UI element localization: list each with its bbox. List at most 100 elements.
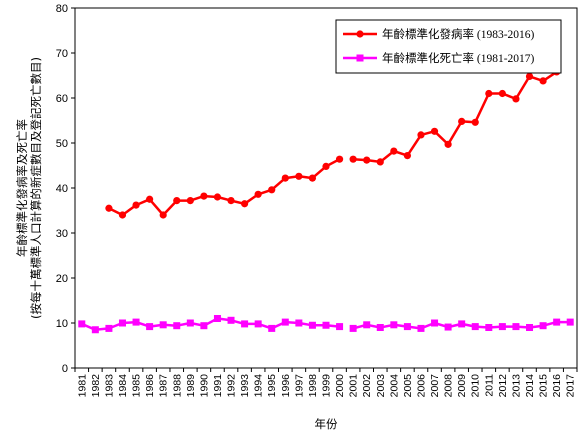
data-point	[146, 323, 154, 331]
data-point	[539, 77, 547, 85]
data-point	[227, 316, 235, 324]
legend-marker-mortality	[356, 54, 364, 62]
data-point	[512, 323, 520, 331]
x-tick-label: 1989	[185, 374, 197, 398]
legend: 年齡標準化發病率 (1983-2016) 年齡標準化死亡率 (1981-2017…	[335, 19, 562, 74]
x-tick-label: 2010	[470, 374, 482, 398]
data-point	[268, 186, 276, 194]
data-point	[444, 140, 452, 148]
x-tick-label: 1996	[280, 374, 292, 398]
data-point	[118, 319, 126, 327]
y-axis-title-line-2: (按每十萬標準人口計算的新症數目及登記死亡數目)	[29, 57, 43, 319]
data-point	[349, 324, 357, 332]
x-tick-label: 1997	[293, 374, 305, 398]
data-point	[498, 89, 506, 98]
x-tick-label: 2009	[456, 374, 468, 398]
x-tick-label: 2017	[565, 374, 577, 398]
data-point	[444, 323, 452, 331]
data-point	[335, 155, 344, 163]
data-point	[132, 318, 140, 326]
data-point	[430, 127, 439, 135]
x-tick-label: 1983	[103, 374, 115, 398]
data-point	[132, 201, 140, 209]
x-tick-label: 1985	[131, 374, 143, 398]
legend-box	[335, 19, 562, 74]
legend-label-mortality: 年齡標準化死亡率 (1981-2017)	[382, 51, 535, 65]
data-point	[105, 204, 113, 212]
x-tick-label: 1995	[266, 374, 278, 398]
x-tick-label: 2004	[388, 374, 400, 398]
data-point	[159, 321, 167, 329]
x-tick-label: 1991	[212, 374, 224, 398]
x-tick-label: 1994	[253, 374, 265, 398]
data-point	[349, 155, 357, 163]
data-point	[471, 323, 479, 331]
data-point	[146, 195, 154, 203]
data-point	[254, 320, 262, 328]
data-point	[376, 158, 384, 166]
data-point	[376, 324, 384, 331]
y-tick-label: 40	[56, 183, 68, 195]
data-point	[186, 197, 194, 205]
data-point	[105, 324, 113, 332]
x-tick-label: 1981	[76, 374, 88, 398]
x-tick-label: 2005	[402, 374, 414, 398]
data-point	[186, 319, 194, 327]
y-tick-label: 0	[62, 363, 68, 375]
x-tick-label: 2003	[375, 374, 387, 398]
data-point	[91, 326, 99, 334]
data-point	[159, 211, 167, 219]
data-point	[336, 323, 344, 331]
data-point	[471, 118, 479, 126]
data-point	[390, 321, 398, 329]
data-point	[281, 174, 289, 182]
data-point	[458, 117, 466, 125]
x-tick-label: 2000	[334, 374, 346, 398]
data-point	[431, 319, 439, 327]
data-point	[539, 322, 547, 330]
data-point	[322, 321, 330, 329]
data-point	[485, 324, 493, 331]
x-tick-label: 2015	[538, 374, 550, 398]
x-tick-label: 2013	[510, 374, 522, 398]
data-point	[308, 174, 317, 182]
x-tick-label: 1986	[144, 374, 156, 398]
y-tick-label: 60	[56, 93, 68, 105]
y-tick-label: 80	[56, 3, 68, 15]
x-tick-label: 1984	[117, 374, 129, 398]
data-point	[200, 322, 208, 330]
data-point	[308, 321, 316, 329]
y-tick-label: 30	[56, 228, 68, 240]
data-point	[268, 324, 276, 332]
data-point	[173, 322, 181, 330]
data-point	[213, 193, 222, 201]
x-tick-label: 2001	[348, 374, 360, 398]
x-axis: 1981 1982 1983 1984 1985 1986 1987 1988 1989 1990…	[74, 368, 578, 398]
x-tick-label: 1993	[239, 374, 251, 398]
data-point	[417, 131, 425, 139]
data-point	[403, 152, 412, 160]
series-line-0-segment-1	[353, 70, 558, 164]
data-point	[227, 197, 235, 205]
x-tick-label: 2007	[429, 374, 441, 398]
data-point	[295, 172, 303, 180]
data-point	[78, 320, 86, 328]
data-point	[512, 95, 520, 103]
legend-marker-incidence	[356, 30, 364, 38]
data-point	[417, 324, 425, 332]
x-tick-label: 2014	[524, 374, 536, 398]
data-point	[485, 89, 493, 98]
data-point	[390, 147, 398, 155]
x-tick-label: 2012	[497, 374, 509, 398]
data-point	[241, 320, 249, 328]
data-point	[553, 318, 561, 326]
data-point	[200, 192, 208, 200]
x-tick-label: 2016	[551, 374, 563, 398]
x-tick-label: 2002	[361, 374, 373, 398]
data-point	[363, 321, 371, 329]
y-tick-label: 20	[56, 273, 68, 285]
data-point	[458, 320, 466, 328]
x-tick-label: 1990	[198, 374, 210, 398]
legend-label-incidence: 年齡標準化發病率 (1983-2016)	[382, 27, 535, 41]
data-point	[254, 190, 262, 198]
